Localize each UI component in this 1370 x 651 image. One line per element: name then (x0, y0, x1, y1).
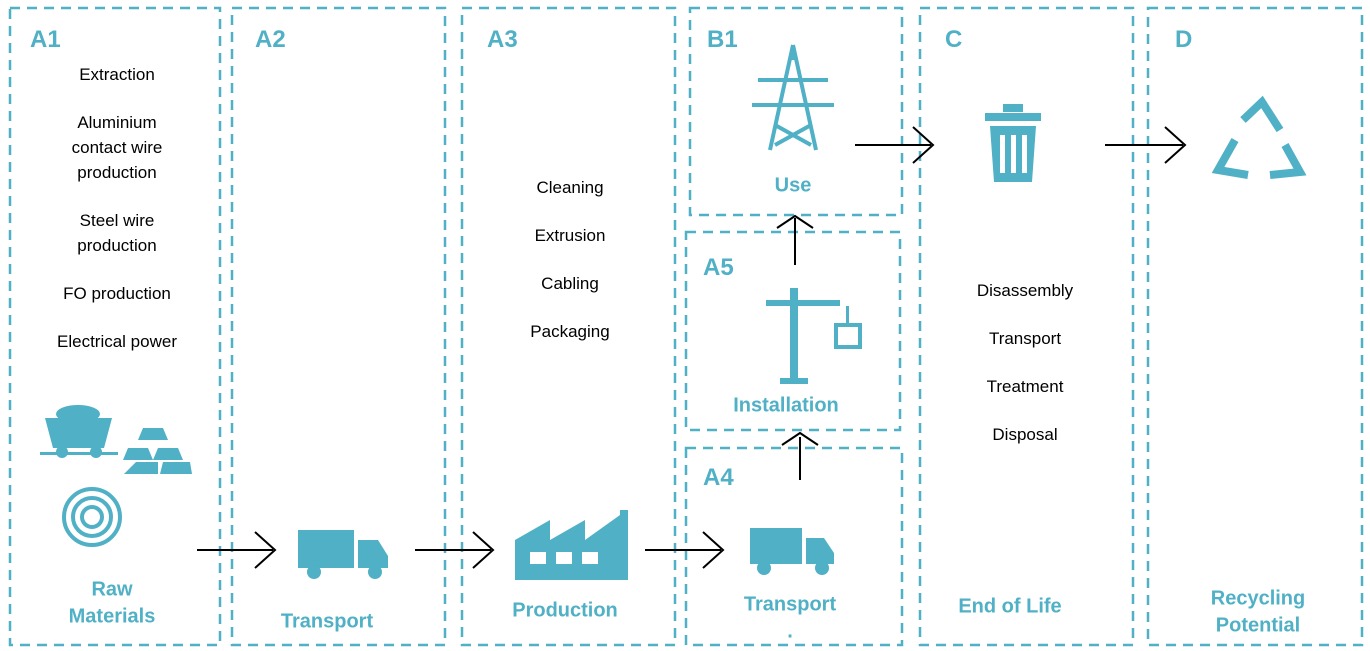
stage-label: Transport (743, 593, 837, 616)
icon-factory-windows (530, 552, 598, 564)
stage-label: Raw (91, 578, 133, 601)
stage-code: A1 (30, 26, 61, 53)
stage-item: contact wire (71, 138, 163, 157)
stage-item: Cleaning (536, 178, 604, 197)
arrows (197, 126, 1187, 569)
stage-item: Extrusion (534, 226, 606, 245)
stage-code: B1 (707, 26, 738, 53)
stage-item: Electrical power (57, 332, 177, 351)
icon-wheel (90, 446, 102, 458)
stage-box (688, 6, 904, 217)
icon-recycle (1211, 95, 1307, 179)
icon-truck (298, 530, 388, 579)
stage-label: Production (512, 599, 618, 622)
stage-label: Installation (733, 394, 839, 417)
stage-item: FO production (63, 284, 171, 303)
stage-box (684, 230, 902, 432)
stage-item: Treatment (986, 377, 1064, 396)
icon-bin-lines (1000, 135, 1027, 173)
stage-code: A4 (703, 464, 734, 491)
stage-box (684, 446, 904, 647)
icon-coil (62, 487, 122, 547)
icon-rail (40, 452, 118, 455)
stage-code: C (945, 26, 963, 53)
stage-item: production (77, 163, 157, 182)
arrow (197, 531, 277, 569)
stage-item: Extraction (79, 65, 155, 84)
icon-ingots (123, 428, 192, 474)
stage-box (1146, 6, 1364, 647)
arrow (855, 126, 935, 164)
stage-label: Materials (68, 605, 156, 628)
stage-label: Transport (280, 610, 374, 633)
icons (40, 44, 1307, 580)
stage-item: Disassembly (976, 281, 1074, 300)
arrow (781, 431, 819, 480)
stage-item: Aluminium (77, 113, 157, 132)
stage-label: Use (774, 174, 812, 197)
icon-truck (750, 528, 834, 575)
stage-box (230, 6, 447, 647)
stage-label: Recycling (1210, 587, 1306, 610)
stage-label: Potential (1215, 614, 1301, 637)
arrow (415, 531, 495, 569)
stage-box (918, 6, 1135, 647)
stage-label: . (787, 620, 793, 643)
icon-factory (515, 510, 628, 580)
stage-label: End of Life (958, 595, 1062, 618)
stage-item: Cabling (541, 274, 599, 293)
icon-cart (45, 418, 112, 448)
stage-item: Transport (988, 329, 1062, 348)
icon-wheel (56, 446, 68, 458)
stage-item: production (77, 236, 157, 255)
stage-box (460, 6, 677, 647)
stage-code: D (1175, 26, 1193, 53)
arrow (645, 531, 725, 569)
stage-item: Packaging (530, 322, 610, 341)
stage-box (8, 6, 222, 647)
icon-crane (766, 288, 862, 384)
stage-code: A5 (703, 254, 734, 281)
stage-code: A3 (487, 26, 518, 53)
arrow (776, 214, 814, 265)
icon-pylon (752, 44, 834, 151)
stage-code: A2 (255, 26, 286, 53)
stage-item: Steel wire (79, 211, 155, 230)
stage-item: Disposal (992, 425, 1058, 444)
icon-ore (56, 405, 100, 423)
arrow (1105, 126, 1187, 164)
